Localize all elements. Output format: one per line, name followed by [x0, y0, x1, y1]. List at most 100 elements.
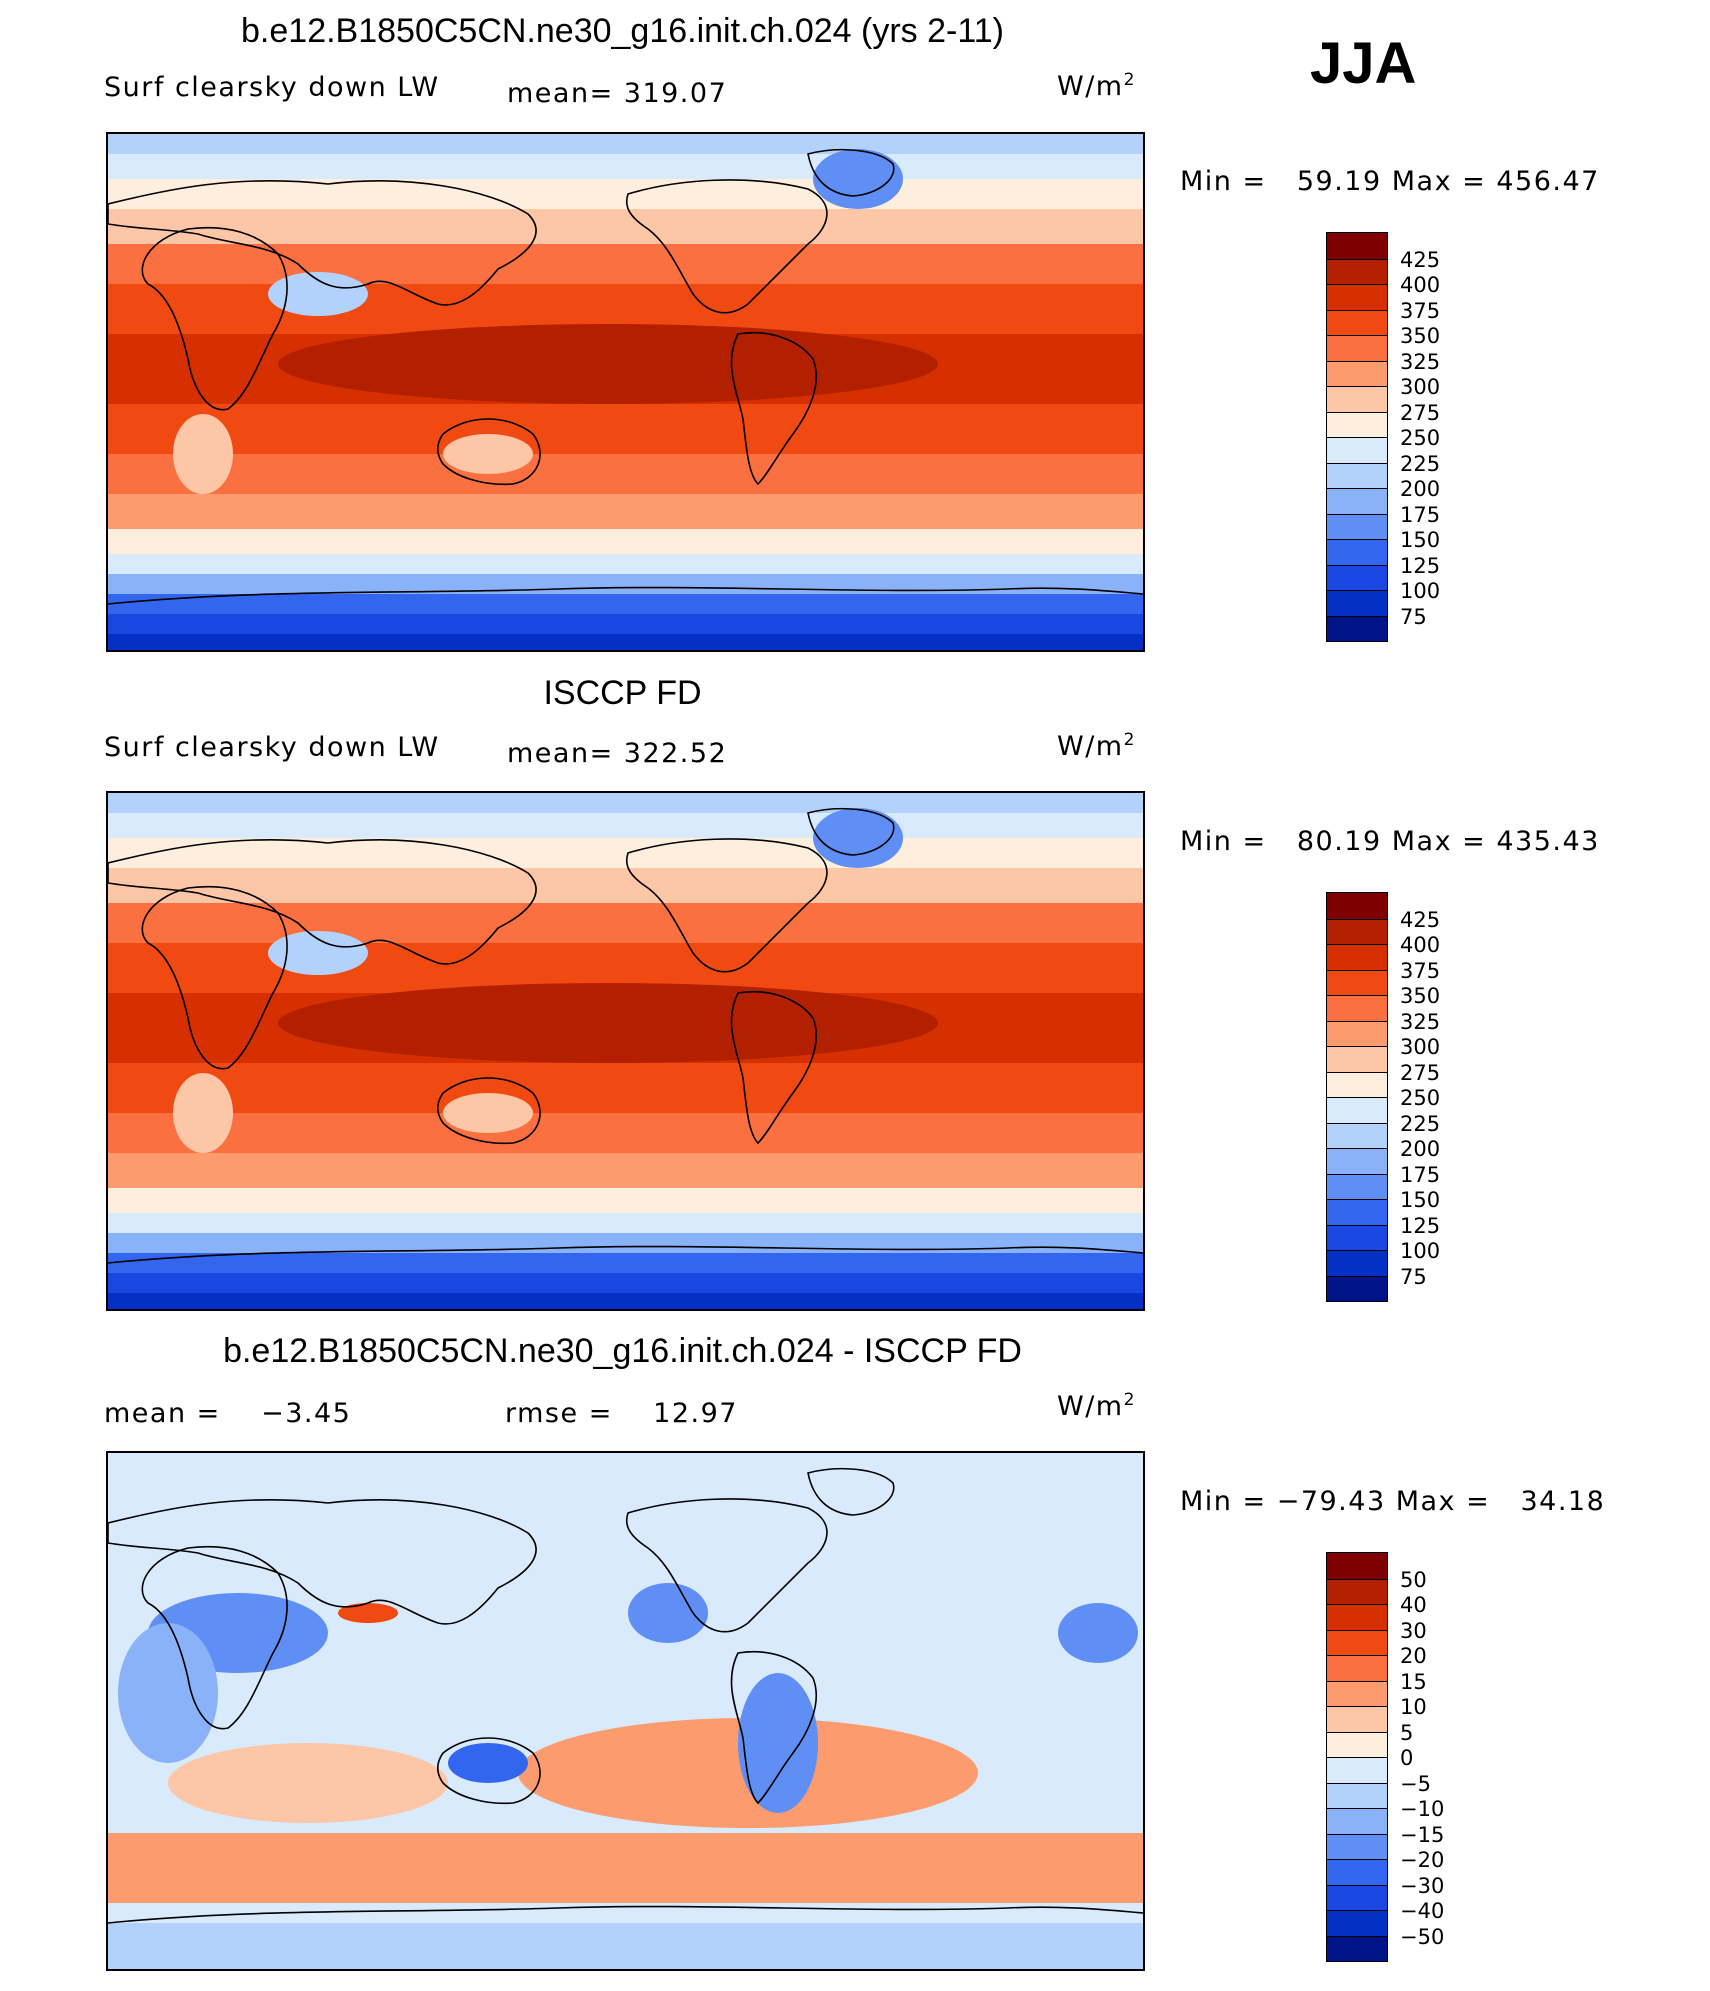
panel2-minmax-label: Min = 80.19 Max = 435.43 [1180, 826, 1600, 857]
colorbar-tick-label: 30 [1400, 1618, 1427, 1643]
colorbar-tick-label: 100 [1400, 579, 1441, 603]
panel2-units-label: W/m2 [1057, 730, 1136, 762]
panel3-minmax-label: Min = −79.43 Max = 34.18 [1180, 1486, 1606, 1517]
colorbar-tick-label: 175 [1400, 502, 1441, 527]
colorbar-tick-label: 425 [1400, 247, 1441, 272]
colorbar-swatch [1327, 1224, 1387, 1250]
colorbar-tick-label: 300 [1400, 375, 1441, 399]
colorbar-swatch [1327, 1859, 1387, 1885]
colorbar-swatch [1327, 969, 1387, 995]
coastline [730, 1650, 817, 1805]
colorbar-tick-label: 325 [1400, 349, 1441, 374]
colorbar-tick-label: 275 [1400, 1060, 1441, 1085]
panel3-map [106, 1451, 1145, 1971]
colorbar-tick-label: 0 [1400, 1746, 1414, 1770]
coastline [108, 180, 537, 306]
colorbar-swatch [1327, 539, 1387, 565]
colorbar-tick-label: 200 [1400, 477, 1441, 501]
panel1-map [106, 132, 1145, 652]
panel1-minmax-label: Min = 59.19 Max = 456.47 [1180, 166, 1600, 197]
colorbar-swatch [1327, 360, 1387, 386]
colorbar-tick-label: 375 [1400, 958, 1441, 983]
colorbar-tick-label: 250 [1400, 1086, 1441, 1110]
colorbar-tick-label: 350 [1400, 984, 1441, 1008]
panel1-variable-label: Surf clearsky down LW [104, 72, 440, 103]
colorbar-tick-label: 400 [1400, 933, 1441, 957]
coastline [108, 586, 1143, 605]
panel2-map [106, 791, 1145, 1311]
panel3-mean-label: mean = −3.45 [104, 1398, 352, 1429]
colorbar-swatch [1327, 1935, 1387, 1961]
colorbar-tick-label: 125 [1400, 553, 1441, 578]
colorbar-tick-label: 100 [1400, 1239, 1441, 1263]
colorbar-swatch [1327, 284, 1387, 310]
colorbar-tick-label: 350 [1400, 324, 1441, 348]
colorbar-swatch [1327, 1757, 1387, 1783]
colorbar-tick-label: 150 [1400, 1188, 1441, 1212]
colorbar-swatch [1327, 893, 1387, 919]
colorbar-swatch [1327, 944, 1387, 970]
coastline [108, 839, 537, 965]
coastline [626, 1498, 828, 1633]
panel3-rmse-label: rmse = 12.97 [505, 1398, 738, 1429]
colorbar-swatch [1327, 462, 1387, 488]
coastline [807, 148, 895, 197]
panel3-units-label: W/m2 [1057, 1390, 1136, 1422]
colorbar-tick-label: 225 [1400, 451, 1441, 476]
colorbar-tick-label: −40 [1400, 1899, 1445, 1923]
colorbar-tick-label: 10 [1400, 1695, 1427, 1719]
colorbar-tick-label: 200 [1400, 1137, 1441, 1161]
colorbar-swatch [1327, 615, 1387, 641]
colorbar-swatch [1327, 386, 1387, 412]
colorbar-swatch [1327, 1884, 1387, 1910]
coastline [436, 1077, 541, 1145]
colorbar-tick-label: 150 [1400, 528, 1441, 552]
season-label: JJA [1310, 31, 1417, 96]
colorbar-swatch [1327, 1808, 1387, 1834]
coastline [730, 331, 817, 486]
colorbar-tick-label: 275 [1400, 400, 1441, 425]
colorbar-swatch [1327, 918, 1387, 944]
colorbar-swatch [1327, 1071, 1387, 1097]
colorbar-tick-label: 75 [1400, 604, 1427, 629]
colorbar-swatch [1327, 411, 1387, 437]
map-field [108, 1453, 1143, 1969]
colorbar-tick-label: 425 [1400, 907, 1441, 932]
colorbar-swatch [1327, 488, 1387, 514]
colorbar-swatch [1327, 1680, 1387, 1706]
colorbar-swatch [1327, 1782, 1387, 1808]
colorbar-tick-label: 300 [1400, 1035, 1441, 1059]
colorbar-tick-label: 125 [1400, 1213, 1441, 1238]
colorbar-swatch [1327, 1275, 1387, 1301]
colorbar-swatch [1327, 590, 1387, 616]
colorbar-swatch [1327, 437, 1387, 463]
colorbar-swatch [1327, 564, 1387, 590]
colorbar-tick-label: 400 [1400, 273, 1441, 297]
colorbar-swatch [1327, 1604, 1387, 1630]
panel2-variable-label: Surf clearsky down LW [104, 732, 440, 763]
colorbar-tick-label: −15 [1400, 1822, 1445, 1847]
panel1-colorbar [1326, 232, 1388, 642]
panel1-units-label: W/m2 [1057, 70, 1136, 102]
colorbar-swatch [1327, 1148, 1387, 1174]
coastline [626, 179, 828, 314]
colorbar-swatch [1327, 1578, 1387, 1604]
coastline [108, 1905, 1143, 1924]
coastline [807, 807, 895, 856]
colorbar-swatch [1327, 1173, 1387, 1199]
colorbar-swatch [1327, 1122, 1387, 1148]
panel2-mean-label: mean= 322.52 [507, 738, 728, 769]
colorbar-tick-label: −20 [1400, 1848, 1445, 1872]
colorbar-tick-label: 375 [1400, 298, 1441, 323]
coastline [436, 1737, 541, 1805]
colorbar-tick-label: −30 [1400, 1873, 1445, 1898]
colorbar-swatch [1327, 1020, 1387, 1046]
colorbar-swatch [1327, 1833, 1387, 1859]
panel1-title: b.e12.B1850C5CN.ne30_g16.init.ch.024 (yr… [241, 12, 1004, 50]
colorbar-tick-label: 15 [1400, 1669, 1427, 1694]
colorbar-swatch [1327, 1250, 1387, 1276]
colorbar-tick-label: 40 [1400, 1593, 1427, 1617]
panel3-title: b.e12.B1850C5CN.ne30_g16.init.ch.024 - I… [223, 1332, 1022, 1370]
colorbar-tick-label: 325 [1400, 1009, 1441, 1034]
colorbar-tick-label: 225 [1400, 1111, 1441, 1136]
